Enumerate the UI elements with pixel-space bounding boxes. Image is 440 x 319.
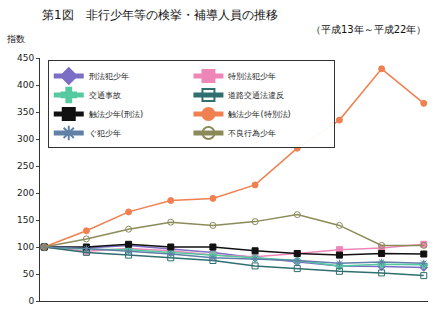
svg-text:100: 100 [17, 242, 34, 252]
svg-text:道路交通法違反: 道路交通法違反 [228, 91, 284, 100]
svg-text:450: 450 [17, 53, 34, 63]
svg-text:不良行為少年: 不良行為少年 [228, 129, 276, 138]
svg-text:ぐ犯少年: ぐ犯少年 [89, 129, 121, 138]
svg-text:400: 400 [17, 80, 34, 90]
svg-text:250: 250 [17, 161, 34, 171]
svg-text:（平成13年～平成22年）: （平成13年～平成22年） [311, 24, 426, 35]
svg-text:0: 0 [28, 296, 34, 306]
svg-text:指数: 指数 [6, 34, 25, 44]
svg-text:50: 50 [23, 269, 35, 279]
svg-text:第1図 非行少年等の検挙・補導人員の推移: 第1図 非行少年等の検挙・補導人員の推移 [42, 8, 278, 22]
svg-text:350: 350 [17, 107, 34, 117]
svg-text:刑法犯少年: 刑法犯少年 [89, 72, 129, 81]
svg-text:200: 200 [17, 188, 34, 198]
svg-text:触法少年(特別法): 触法少年(特別法) [228, 110, 290, 119]
svg-text:交通事故: 交通事故 [89, 91, 121, 100]
svg-text:触法少年(刑法): 触法少年(刑法) [89, 110, 143, 119]
svg-text:150: 150 [17, 215, 34, 225]
svg-text:特別法犯少年: 特別法犯少年 [228, 72, 276, 81]
svg-text:300: 300 [17, 134, 34, 144]
